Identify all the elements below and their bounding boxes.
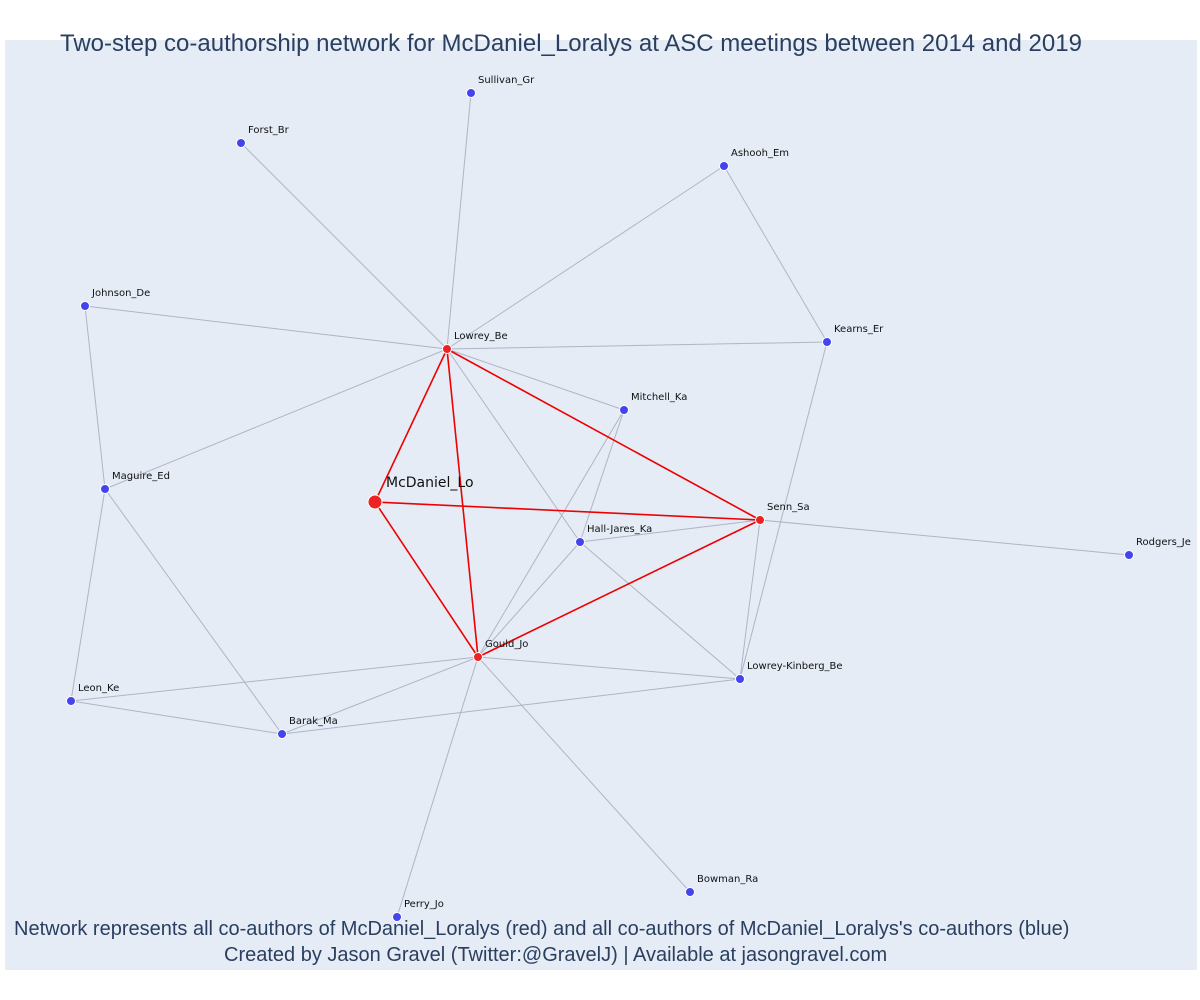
- edge-Hall-Jares_Ka-Senn_Sa: [579, 519, 761, 543]
- edge-Lowrey_Be-Senn_Sa: [446, 348, 761, 521]
- edge-Lowrey_Be-Gould_Jo: [446, 348, 479, 658]
- edge-Lowrey_Be-Johnson_De: [84, 305, 448, 350]
- node-Senn_Sa[interactable]: [755, 515, 765, 525]
- node-Maguire_Ed[interactable]: [100, 484, 110, 494]
- node-label-Sullivan_Gr: Sullivan_Gr: [478, 75, 535, 86]
- edge-Senn_Sa-Lowrey-Kinberg_Be: [739, 519, 761, 680]
- edge-Maguire_Ed-Barak_Ma: [104, 488, 283, 735]
- node-label-Mitchell_Ka: Mitchell_Ka: [631, 392, 687, 403]
- node-label-Barak_Ma: Barak_Ma: [289, 716, 338, 727]
- node-Kearns_Er[interactable]: [822, 337, 832, 347]
- node-label-Senn_Sa: Senn_Sa: [767, 502, 810, 513]
- chart-title: Two-step co-authorship network for McDan…: [60, 30, 1082, 57]
- edge-Gould_Jo-Barak_Ma: [281, 656, 479, 735]
- node-label-Rodgers_Je: Rodgers_Je: [1136, 537, 1191, 548]
- node-label-Maguire_Ed: Maguire_Ed: [112, 471, 170, 482]
- edge-Barak_Ma-Lowrey-Kinberg_Be: [281, 678, 741, 735]
- edge-Maguire_Ed-Leon_Ke: [70, 488, 106, 702]
- edge-Lowrey_Be-Ashooh_Em: [446, 165, 725, 350]
- caption-line-1: Network represents all co-authors of McD…: [14, 918, 1070, 940]
- edge-Hall-Jares_Ka-Gould_Jo: [477, 541, 581, 658]
- node-label-Forst_Br: Forst_Br: [248, 125, 290, 136]
- edge-Lowrey_Be-Hall-Jares_Ka: [446, 348, 581, 543]
- edge-Gould_Jo-Perry_Jo: [396, 656, 479, 918]
- node-label-Lowrey-Kinberg_Be: Lowrey-Kinberg_Be: [747, 661, 843, 672]
- edge-Lowrey_Be-Sullivan_Gr: [446, 92, 472, 350]
- node-Hall-Jares_Ka[interactable]: [575, 537, 585, 547]
- edge-Gould_Jo-Leon_Ke: [70, 656, 479, 702]
- edge-McDaniel_Lo-Gould_Jo: [374, 501, 479, 658]
- edge-Lowrey_Be-Kearns_Er: [446, 341, 828, 350]
- edge-Gould_Jo-Senn_Sa: [477, 519, 761, 658]
- node-Leon_Ke[interactable]: [66, 696, 76, 706]
- node-label-McDaniel_Lo: McDaniel_Lo: [386, 475, 474, 491]
- node-label-Lowrey_Be: Lowrey_Be: [454, 331, 508, 342]
- node-Mitchell_Ka[interactable]: [619, 405, 629, 415]
- edge-Senn_Sa-Rodgers_Je: [759, 519, 1130, 556]
- node-Gould_Jo[interactable]: [473, 652, 483, 662]
- node-Rodgers_Je[interactable]: [1124, 550, 1134, 560]
- node-label-Perry_Jo: Perry_Jo: [404, 899, 444, 910]
- edge-Mitchell_Ka-Hall-Jares_Ka: [579, 409, 625, 543]
- node-Forst_Br[interactable]: [236, 138, 246, 148]
- edge-Gould_Jo-Bowman_Ra: [477, 656, 691, 893]
- nodes-layer: [66, 88, 1134, 922]
- edge-Lowrey_Be-Mitchell_Ka: [446, 348, 625, 411]
- edge-Ashooh_Em-Kearns_Er: [723, 165, 828, 343]
- node-label-Johnson_De: Johnson_De: [91, 288, 150, 299]
- edge-Leon_Ke-Barak_Ma: [70, 700, 283, 735]
- node-label-Kearns_Er: Kearns_Er: [834, 324, 884, 335]
- edge-Kearns_Er-Lowrey-Kinberg_Be: [739, 341, 828, 680]
- node-Barak_Ma[interactable]: [277, 729, 287, 739]
- node-Sullivan_Gr[interactable]: [466, 88, 476, 98]
- node-Ashooh_Em[interactable]: [719, 161, 729, 171]
- labels-layer: McDaniel_Lo Lowrey_Be Gould_Jo Senn_Sa Sulli…: [78, 75, 1191, 910]
- node-label-Hall-Jares_Ka: Hall-Jares_Ka: [587, 524, 652, 535]
- node-Johnson_De[interactable]: [80, 301, 90, 311]
- edge-McDaniel_Lo-Lowrey_Be: [374, 348, 448, 503]
- node-Lowrey_Be[interactable]: [442, 344, 452, 354]
- edge-Hall-Jares_Ka-Lowrey-Kinberg_Be: [579, 541, 741, 680]
- edge-Johnson_De-Maguire_Ed: [84, 305, 106, 490]
- node-Perry_Jo[interactable]: [392, 912, 402, 922]
- node-label-Bowman_Ra: Bowman_Ra: [697, 874, 758, 885]
- caption-line-2: Created by Jason Gravel (Twitter:@Gravel…: [224, 944, 888, 966]
- edges-layer: [70, 92, 1130, 918]
- node-label-Ashooh_Em: Ashooh_Em: [731, 148, 789, 159]
- node-label-Leon_Ke: Leon_Ke: [78, 683, 119, 694]
- plot-area: [5, 40, 1197, 970]
- edge-Mitchell_Ka-Gould_Jo: [477, 409, 625, 658]
- edge-Lowrey_Be-Maguire_Ed: [104, 348, 448, 490]
- node-label-Gould_Jo: Gould_Jo: [485, 639, 528, 650]
- node-Lowrey-Kinberg_Be[interactable]: [735, 674, 745, 684]
- edge-Lowrey_Be-Forst_Br: [240, 142, 448, 350]
- edge-McDaniel_Lo-Senn_Sa: [374, 501, 761, 521]
- node-Bowman_Ra[interactable]: [685, 887, 695, 897]
- node-McDaniel_Lo[interactable]: [367, 494, 383, 510]
- edge-Gould_Jo-Lowrey-Kinberg_Be: [477, 656, 741, 680]
